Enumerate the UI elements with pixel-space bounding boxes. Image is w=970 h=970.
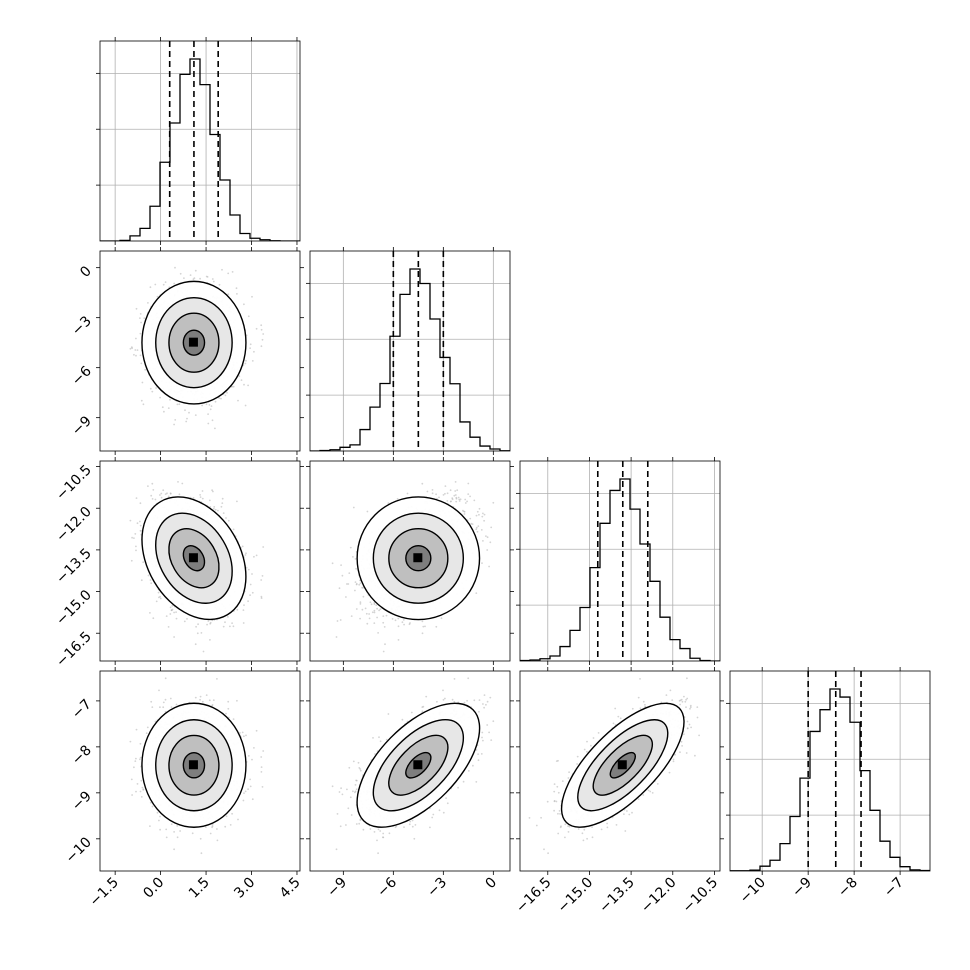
panel-frame-1-0: [99, 250, 301, 452]
panel-3-2: −16.5 −15.0 −13.5 −12.0 −10.5: [513, 667, 724, 916]
panel-2-0: −16.5−15.0−13.5−12.0−10.5: [53, 457, 304, 670]
x-tick-label-2-0: −16.5: [513, 875, 555, 917]
y-tick-label-3-2: −8: [69, 742, 95, 768]
x-tick-label-2-2: −13.5: [596, 875, 638, 917]
density-peak-3-0: [188, 760, 198, 770]
y-tick-label-1-1: −6: [69, 363, 95, 389]
y-tick-label-3-3: −7: [69, 696, 95, 722]
panel-1-0: −9 −6 −3 0: [69, 247, 304, 455]
x-tick-label-3-2: −8: [835, 875, 861, 901]
panel-frame-3-1: [309, 670, 511, 872]
density-peak-3-2: [617, 760, 627, 770]
panel-frame-3-0: [99, 670, 301, 872]
x-tick-label-1-2: −3: [424, 875, 450, 901]
x-tick-label-2-1: −15.0: [555, 875, 597, 917]
panel-3-0: −1.5 0.0 1.5 3.0 4.5 −10 −9 −8 −7: [63, 667, 304, 910]
x-tick-label-0-2: 1.5: [186, 875, 213, 902]
y-tick-label-2-3: −12.0: [53, 504, 95, 546]
x-tick-label-2-4: −10.5: [680, 875, 722, 917]
histogram-1: [310, 268, 510, 451]
y-tick-label-2-1: −15.0: [53, 587, 95, 629]
x-tick-label-1-0: −9: [324, 875, 350, 901]
panel-2-2: [516, 457, 721, 665]
x-tick-label-1-1: −6: [374, 874, 400, 900]
panel-frame-1-1: [309, 250, 511, 452]
panel-3-3: −10 −9 −8 −7: [726, 667, 931, 907]
panel-3-1: −9 −6 −3 0: [306, 667, 514, 900]
histogram-2: [520, 478, 720, 661]
x-tick-label-2-3: −12.0: [638, 875, 680, 917]
panel-1-1: [306, 247, 511, 455]
panel-frame-3-3: [729, 670, 931, 872]
panel-frame-0-0: [99, 40, 301, 242]
histogram-0: [100, 58, 300, 241]
x-tick-label-0-3: 3.0: [231, 875, 258, 902]
panel-frame-2-1: [309, 460, 511, 662]
density-peak-2-1: [413, 553, 423, 563]
x-tick-label-0-4: 4.5: [277, 875, 304, 902]
panel-0-0: [96, 37, 301, 245]
panel-frame-2-2: [519, 460, 721, 662]
y-tick-label-3-0: −10: [63, 834, 95, 866]
x-tick-label-1-3: 0: [483, 875, 501, 893]
x-tick-label-3-1: −9: [789, 875, 815, 901]
x-tick-label-3-3: −7: [881, 875, 907, 901]
x-tick-label-0-0: −1.5: [87, 875, 122, 910]
density-peak-3-1: [413, 760, 423, 770]
y-tick-label-2-2: −13.5: [53, 545, 95, 587]
panel-frame-2-0: [99, 460, 301, 662]
y-tick-label-3-1: −9: [69, 788, 95, 814]
y-tick-label-1-3: 0: [77, 263, 95, 281]
panel-2-1: [306, 457, 514, 665]
x-tick-label-3-0: −10: [737, 875, 769, 907]
histogram-3: [730, 688, 930, 871]
y-tick-label-1-2: −3: [69, 313, 95, 339]
panel-frame-3-2: [519, 670, 721, 872]
y-tick-label-2-0: −16.5: [53, 629, 95, 671]
density-peak-1-0: [188, 337, 198, 347]
y-tick-label-2-4: −10.5: [53, 462, 95, 504]
x-tick-label-0-1: 0.0: [140, 875, 167, 902]
y-tick-label-1-0: −9: [69, 413, 95, 439]
density-peak-2-0: [188, 553, 198, 563]
